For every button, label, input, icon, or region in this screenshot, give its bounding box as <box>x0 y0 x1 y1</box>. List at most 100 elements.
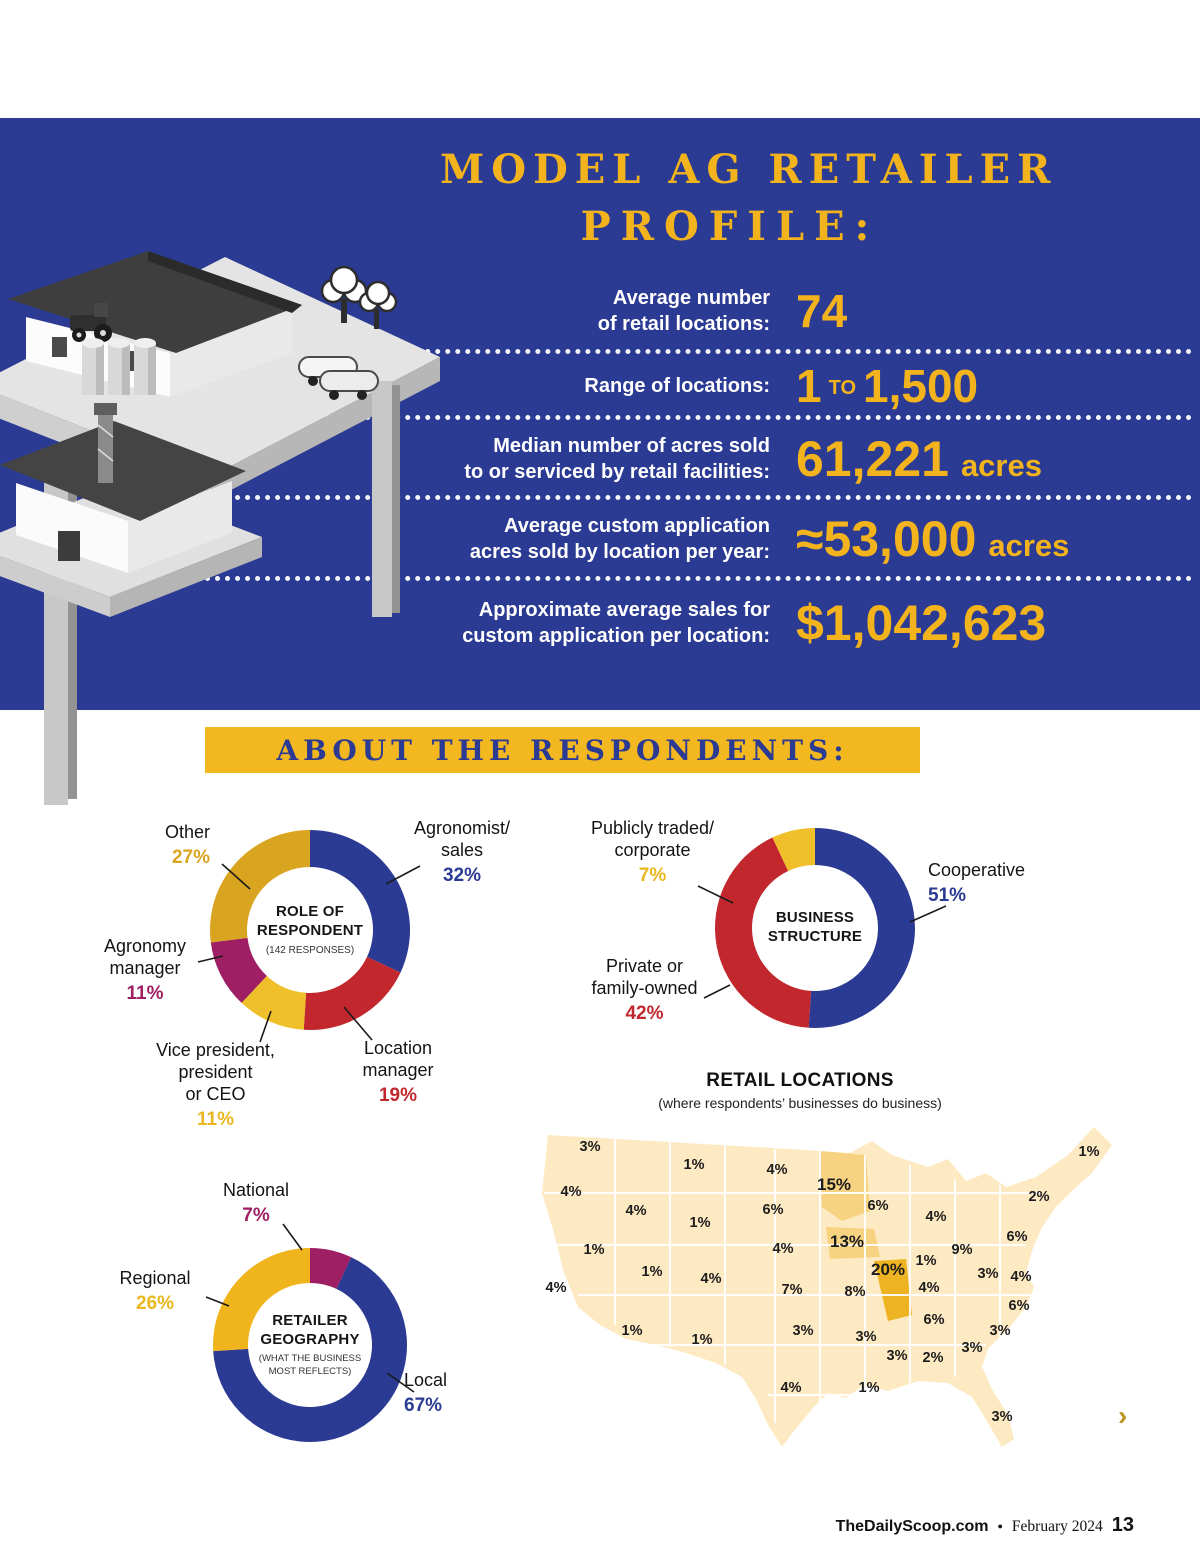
chart-subtitle: (WHAT THE BUSINESS MOST REFLECTS) <box>258 1353 362 1377</box>
us-map-shape <box>542 1127 1112 1447</box>
map-state-pct-ID: 4% <box>625 1203 647 1219</box>
label-structure-private: Private or family-owned 42% <box>591 956 698 1024</box>
dotted-divider <box>205 495 1192 500</box>
donut-chart-structure: BUSINESS STRUCTURE <box>710 823 920 1033</box>
map-state-pct-WY: 1% <box>689 1215 711 1231</box>
footer-date: February 2024 <box>1011 1518 1103 1535</box>
map-state-pct-MO: 8% <box>844 1284 866 1300</box>
map-state-pct-TX: 4% <box>780 1380 802 1396</box>
stat-number: $1,042,623 <box>796 595 1047 651</box>
donut-center-geography: RETAILER GEOGRAPHY (WHAT THE BUSINESS MO… <box>251 1286 369 1404</box>
map-state-pct-MT: 1% <box>683 1157 705 1173</box>
stat-row-median-acres: Median number of acres sold to or servic… <box>340 424 1042 494</box>
map-state-pct-OK: 3% <box>792 1323 814 1339</box>
stat-label: Average number of retail locations: <box>597 287 770 335</box>
map-state-pct-TN: 6% <box>923 1312 945 1328</box>
stat-row-average-sales: Approximate average sales for custom app… <box>340 588 1046 658</box>
donut-chart-role: ROLE OF RESPONDENT (142 RESPONSES) <box>205 825 415 1035</box>
stat-row-custom-acres: Average custom application acres sold by… <box>340 504 1070 574</box>
stat-number: 1,500 <box>863 360 979 412</box>
footer-page-number: 13 <box>1111 1514 1134 1536</box>
map-subtitle: (where respondents’ businesses do busine… <box>658 1095 942 1111</box>
us-map: 3% 4% 4% 1% 4% 1% 1% 1% 1% 4% 1% 4% 6% 4% 7% 3% 4% 15% 13%… <box>520 1115 1180 1460</box>
map-state-pct-AZ: 1% <box>621 1323 643 1339</box>
stat-label: Approximate average sales for custom app… <box>462 599 770 647</box>
map-state-pct-VA: 6% <box>1008 1298 1030 1314</box>
panel-title-line1: MODEL AG RETAILER <box>440 146 1058 193</box>
stat-number: 61,221 <box>796 431 949 487</box>
map-state-pct-NV: 1% <box>583 1242 605 1258</box>
map-title: RETAIL LOCATIONS <box>706 1070 894 1091</box>
stat-value: 74 <box>796 284 847 338</box>
stat-number: 74 <box>796 285 848 337</box>
donut-segment-2 <box>213 1248 310 1352</box>
donut-segment-2 <box>772 828 815 871</box>
footer-site: TheDailyScoop.com <box>835 1518 989 1535</box>
donut-segment-2 <box>241 975 307 1030</box>
dotted-divider <box>205 576 1192 581</box>
map-state-pct-NC: 3% <box>989 1323 1011 1339</box>
dotted-divider <box>205 415 1192 420</box>
farm-illustration <box>0 251 440 805</box>
stat-label: Average custom application acres sold by… <box>469 515 770 563</box>
map-state-pct-OH: 9% <box>951 1242 973 1258</box>
map-title-block: RETAIL LOCATIONS (where respondents’ bus… <box>560 1070 1040 1111</box>
map-state-pct-AR: 3% <box>855 1329 877 1345</box>
donut-segment-1 <box>303 956 401 1030</box>
map-state-pct-NE: 4% <box>772 1241 794 1257</box>
stat-value: $1,042,623 <box>796 594 1046 652</box>
label-structure-public: Publicly traded/ corporate 7% <box>590 818 715 886</box>
stat-label: Median number of acres sold to or servic… <box>464 435 770 483</box>
map-state-pct-SD: 6% <box>762 1202 784 1218</box>
panel-title-line2: PROFILE: <box>580 203 880 250</box>
map-state-pct-IA: 13% <box>829 1232 865 1251</box>
donut-segment-4 <box>210 830 310 943</box>
chart-title: RETAILER GEOGRAPHY <box>260 1311 360 1348</box>
stat-label: Range of locations: <box>584 375 770 397</box>
label-structure-cooperative: Cooperative 51% <box>928 860 1026 906</box>
stat-number: ≈53,000 <box>796 511 977 567</box>
label-role-agronomist: Agronomist/ sales 32% <box>413 818 511 886</box>
map-state-pct-NJ: 4% <box>1010 1269 1032 1285</box>
donut-ring-role <box>210 830 410 1030</box>
banner-text: ABOUT THE RESPONDENTS: <box>276 733 849 767</box>
map-state-pct-WV: 3% <box>977 1266 999 1282</box>
stat-unit: acres <box>960 448 1042 483</box>
map-state-pct-GA: 3% <box>961 1340 983 1356</box>
chart-title: BUSINESS STRUCTURE <box>767 909 863 945</box>
panel-title: MODEL AG RETAILER PROFILE: <box>440 146 1058 250</box>
map-state-pct-FL: 3% <box>991 1409 1013 1425</box>
stat-value: 61,221 acres <box>796 430 1042 488</box>
map-state-pct-NM: 1% <box>691 1332 713 1348</box>
next-arrow: › <box>1118 1400 1128 1431</box>
label-geo-regional: Regional 26% <box>119 1268 191 1314</box>
dotted-divider <box>205 349 1192 354</box>
donut-center-role: ROLE OF RESPONDENT (142 RESPONSES) <box>251 871 369 989</box>
stat-value: ≈53,000 acres <box>796 510 1069 568</box>
donut-ring-structure <box>715 828 915 1028</box>
donut-chart-geography: RETAILER GEOGRAPHY (WHAT THE BUSINESS MO… <box>205 1240 415 1450</box>
label-role-location-manager: Location manager 19% <box>362 1038 434 1106</box>
map-state-pct-MI: 4% <box>925 1209 947 1225</box>
label-geo-local: Local 67% <box>404 1370 448 1416</box>
donut-center-structure: BUSINESS STRUCTURE <box>756 869 874 987</box>
stat-row-range: Range of locations: 1 TO 1,500 <box>340 360 978 412</box>
map-state-pct-PA: 6% <box>1006 1229 1028 1245</box>
stat-row-retail-locations: Average number of retail locations: 74 <box>340 276 847 346</box>
donut-segment-0 <box>310 1248 352 1289</box>
donut-segment-3 <box>210 937 267 1003</box>
map-state-pct-IN: 1% <box>915 1253 937 1269</box>
about-respondents-banner: ABOUT THE RESPONDENTS: <box>205 727 920 773</box>
map-state-pct-OR: 4% <box>560 1184 582 1200</box>
label-role-vp: Vice president, president or CEO 11% <box>156 1040 275 1130</box>
label-geo-national: National 7% <box>222 1180 290 1226</box>
stat-number: 1 <box>796 360 822 412</box>
footer-bullet: ● <box>997 1520 1003 1531</box>
map-state-pct-AL: 2% <box>922 1350 944 1366</box>
label-role-agronomy-manager: Agronomy manager 11% <box>103 936 187 1004</box>
stat-connector: TO <box>828 376 857 399</box>
map-state-pct-NY: 2% <box>1028 1189 1050 1205</box>
stat-value: 1 TO 1,500 <box>796 359 978 413</box>
donut-ring-geography <box>213 1248 407 1442</box>
donut-segment-0 <box>310 830 410 973</box>
